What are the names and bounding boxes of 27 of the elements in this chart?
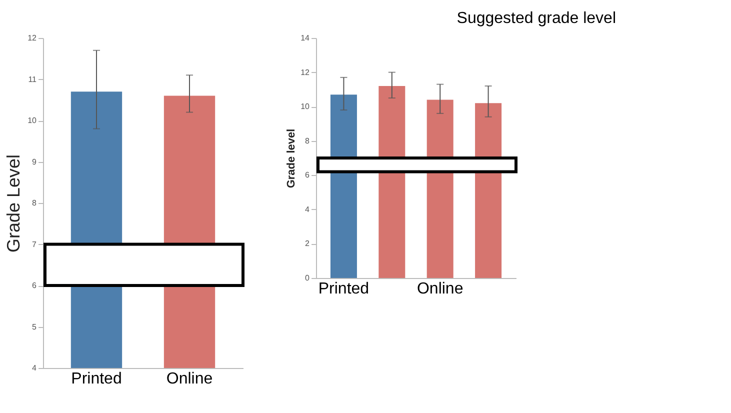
x-tick-label: Printed (318, 280, 370, 298)
y-tick-label: 11 (28, 74, 38, 84)
x-tick-label: Printed (71, 370, 122, 388)
y-tick-label: 0 (305, 274, 310, 282)
y-tick-label: 8 (305, 136, 310, 146)
y-tick-label: 9 (32, 157, 38, 166)
bar (426, 100, 454, 278)
x-tick-label: Online (166, 370, 213, 388)
y-tick-label: 12 (28, 34, 38, 42)
band-label: Suggested grade level (456, 10, 616, 27)
bar (330, 94, 357, 278)
y-axis-title: Grade level (286, 128, 298, 188)
y-tick-label: 10 (300, 102, 310, 112)
y-tick-label: 4 (32, 364, 38, 372)
y-tick-label: 5 (32, 322, 38, 332)
y-tick-label: 8 (32, 198, 38, 208)
y-tick-label: 6 (305, 170, 310, 180)
y-tick-label: 10 (28, 116, 38, 125)
y-tick-label: 12 (300, 68, 310, 77)
y-tick-label: 2 (305, 239, 310, 248)
y-tick-label: 4 (305, 204, 310, 214)
x-tick-label: Online (416, 280, 464, 298)
y-axis-title: Grade Level (4, 154, 24, 253)
y-tick-label: 7 (32, 240, 38, 249)
y-tick-label: 6 (32, 281, 38, 290)
y-tick-label: 14 (300, 34, 310, 42)
bar (378, 86, 406, 278)
